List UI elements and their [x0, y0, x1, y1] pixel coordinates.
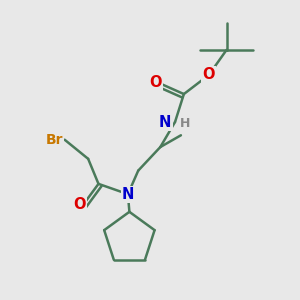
- Text: O: O: [73, 197, 86, 212]
- Text: H: H: [180, 117, 190, 130]
- Text: N: N: [122, 187, 134, 202]
- Text: N: N: [159, 115, 172, 130]
- Text: Br: Br: [46, 133, 63, 147]
- Text: O: O: [202, 68, 215, 82]
- Text: O: O: [150, 75, 162, 90]
